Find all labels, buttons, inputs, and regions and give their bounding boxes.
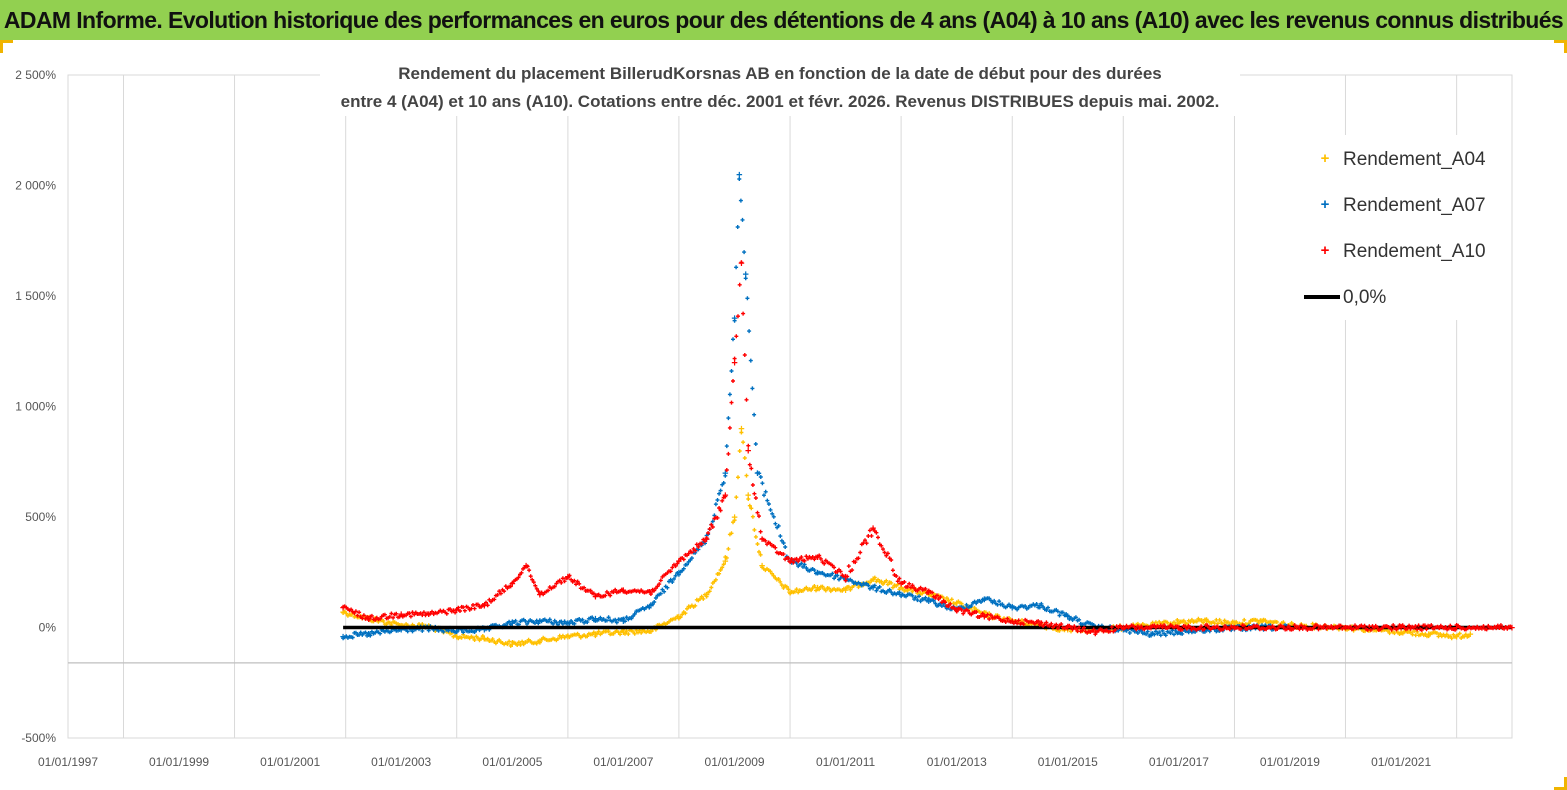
x-tick-label: 01/01/1999 — [149, 755, 209, 769]
banner-title: ADAM Informe. Evolution historique des p… — [3, 7, 1564, 33]
scatter-chart: -500% 0% 500% 1 000% 1 500% 2 000% 2 500% 01/01… — [15, 68, 1515, 769]
x-tick-label: 01/01/2019 — [1260, 755, 1320, 769]
data-point: + — [1009, 603, 1015, 615]
y-tick-label: 2 000% — [15, 179, 56, 193]
legend-label-a07: Rendement_A07 — [1343, 195, 1486, 216]
corner-mark-top-left — [0, 40, 13, 53]
x-tick-label: 01/01/2001 — [260, 755, 320, 769]
data-point: + — [745, 446, 751, 458]
data-point: + — [1065, 623, 1071, 635]
series-markers — [341, 260, 1513, 637]
series-rendement-a04: +++ ++ + + + + + + +++++++++ + +++++++ + + + + + + + + + + + +… — [340, 424, 1474, 651]
legend-label-a10: Rendement_A10 — [1343, 241, 1486, 262]
legend-marker-a04: + — [1320, 150, 1330, 167]
data-point: + — [1092, 625, 1098, 637]
data-point: + — [731, 512, 737, 524]
data-point: + — [742, 269, 748, 281]
chart-legend: + Rendement_A04 + Rendement_A07 + Rendem… — [1290, 135, 1490, 320]
data-point: + — [1453, 623, 1459, 635]
x-tick-label: 01/01/2013 — [927, 755, 987, 769]
data-point: + — [722, 556, 728, 568]
series-rendement-a10: ++ + + + +++++++ +++++++++ +++++++ + + + + + + + + + + + +… — [340, 258, 1515, 639]
x-tick-label: 01/01/2009 — [705, 755, 765, 769]
data-point: + — [1509, 623, 1515, 635]
x-tick-label: 01/01/2017 — [1149, 755, 1209, 769]
legend-marker-zero — [1304, 295, 1340, 299]
legend-label-zero: 0,0% — [1343, 287, 1387, 308]
legend-label-a04: Rendement_A04 — [1343, 149, 1486, 170]
x-tick-label: 01/01/2021 — [1371, 755, 1431, 769]
x-tick-label: 01/01/2011 — [816, 755, 875, 769]
x-tick-label: 01/01/2003 — [371, 755, 431, 769]
x-tick-label: 01/01/1997 — [38, 755, 98, 769]
data-point: + — [738, 424, 744, 436]
data-point: + — [620, 627, 626, 639]
data-point: + — [842, 572, 848, 584]
data-point: + — [731, 357, 737, 369]
data-point: + — [703, 534, 709, 546]
data-point: + — [1398, 623, 1404, 635]
data-point: + — [481, 625, 487, 637]
legend-marker-a10: + — [1320, 242, 1330, 259]
y-tick-label: 0% — [39, 621, 57, 635]
title-banner — [0, 0, 1567, 40]
corner-mark-top-right — [1554, 40, 1567, 53]
data-point: + — [736, 169, 742, 181]
x-tick-label: 01/01/2005 — [482, 755, 542, 769]
corner-mark-bottom-right — [1554, 777, 1567, 790]
y-tick-label: 2 500% — [15, 68, 56, 82]
series-markers — [341, 177, 1291, 641]
chart-title-line-2: entre 4 (A04) et 10 ans (A10). Cotations… — [340, 92, 1220, 111]
legend-item-a10: + Rendement_A10 — [1290, 237, 1490, 267]
x-tick-label: 01/01/2007 — [593, 755, 653, 769]
legend-item-a04: + Rendement_A04 — [1290, 145, 1490, 175]
chart-title: Rendement du placement BillerudKorsnas A… — [320, 60, 1240, 116]
series-markers — [341, 430, 1471, 648]
x-tick-label: 01/01/2015 — [1038, 755, 1098, 769]
legend-marker-a07: + — [1320, 196, 1330, 213]
data-point: + — [1467, 629, 1473, 641]
legend-item-zero: 0,0% — [1290, 283, 1490, 313]
series-rendement-a07: + + + + + ++ + + + ++++++++++++++++++ +++ + + + + + + + — [340, 169, 1293, 643]
y-tick-label: 500% — [25, 510, 56, 524]
data-point: + — [926, 596, 932, 608]
y-tick-label: 1 500% — [15, 289, 56, 303]
chart-title-line-1: Rendement du placement BillerudKorsnas A… — [398, 64, 1162, 83]
data-point: + — [842, 585, 848, 597]
y-tick-label: 1 000% — [15, 400, 56, 414]
y-tick-label: -500% — [21, 731, 56, 745]
data-point: + — [870, 583, 876, 595]
data-point: + — [509, 639, 515, 651]
data-point: + — [648, 600, 654, 612]
data-point: + — [703, 534, 709, 546]
legend-item-a07: + Rendement_A07 — [1290, 191, 1490, 221]
data-point: + — [745, 490, 751, 502]
